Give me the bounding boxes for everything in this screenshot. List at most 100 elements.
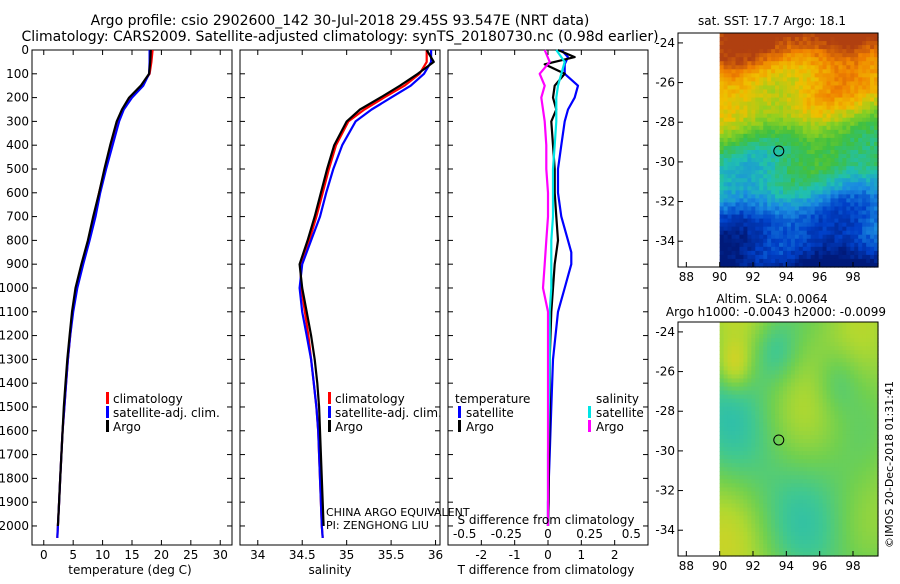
map-cell xyxy=(870,246,875,252)
map-cell xyxy=(846,346,851,351)
map-cell xyxy=(727,121,733,127)
map-cell xyxy=(779,346,784,351)
map-cell xyxy=(767,186,772,191)
map-cell xyxy=(794,190,800,195)
legend-swatch-satellite xyxy=(106,406,109,418)
map-cell xyxy=(763,37,768,42)
map-cell xyxy=(790,483,796,489)
map-cell xyxy=(806,85,812,91)
map-cell xyxy=(751,178,756,183)
map-cell xyxy=(755,230,760,236)
map-cell xyxy=(870,125,875,131)
map-cell xyxy=(822,242,828,248)
map-cell xyxy=(786,170,792,175)
map-cell xyxy=(858,89,863,95)
map-cell xyxy=(771,342,776,347)
map-cell xyxy=(854,202,859,208)
map-cell xyxy=(874,330,879,335)
map-cell xyxy=(751,262,756,268)
map-cell xyxy=(751,105,756,111)
map-cell xyxy=(814,390,820,396)
map-cell xyxy=(794,374,800,380)
map-cell xyxy=(794,101,800,107)
map-cell xyxy=(850,358,855,363)
map-cell xyxy=(866,535,871,541)
map-cell xyxy=(802,358,808,363)
map-cell xyxy=(798,495,804,501)
map-cell xyxy=(814,93,820,99)
map-cell xyxy=(806,519,812,525)
map-cell xyxy=(767,487,772,493)
map-cell xyxy=(814,105,820,111)
map-cell xyxy=(739,57,745,62)
map-cell xyxy=(818,491,824,497)
map-cell xyxy=(842,178,847,183)
map-cell xyxy=(763,414,768,420)
map-cell xyxy=(763,254,768,260)
map-x-tick-label: 98 xyxy=(845,270,860,284)
map-cell xyxy=(826,121,832,127)
map-cell xyxy=(818,499,824,505)
map-cell xyxy=(783,206,788,212)
map-cell xyxy=(735,254,741,260)
figure-title-line2: Climatology: CARS2009. Satellite-adjuste… xyxy=(21,29,658,45)
map-cell xyxy=(806,77,812,83)
map-cell xyxy=(723,447,729,452)
map-cell xyxy=(870,137,875,143)
t-difference-xlabel: T difference from climatology xyxy=(457,563,635,577)
map-cell xyxy=(806,523,812,529)
map-cell xyxy=(735,322,741,327)
map-cell xyxy=(870,390,875,396)
map-cell xyxy=(747,330,752,335)
map-cell xyxy=(755,258,760,264)
map-cell xyxy=(854,426,859,432)
map-cell xyxy=(771,186,776,191)
map-cell xyxy=(874,370,879,376)
map-cell xyxy=(830,121,836,127)
map-cell xyxy=(838,523,843,529)
map-cell xyxy=(790,451,796,456)
map-cell xyxy=(735,73,741,78)
map-cell xyxy=(794,49,800,54)
map-cell xyxy=(727,97,733,103)
map-cell xyxy=(846,182,851,187)
map-cell xyxy=(858,434,863,440)
map-cell xyxy=(842,330,847,335)
map-cell xyxy=(755,519,760,525)
map-cell xyxy=(751,523,756,529)
map-cell xyxy=(763,551,768,557)
map-cell xyxy=(743,330,748,335)
series-line-argo xyxy=(56,49,152,527)
map-cell xyxy=(771,535,776,541)
map-cell xyxy=(826,222,832,228)
map-cell xyxy=(806,370,812,376)
map-cell xyxy=(842,238,847,244)
map-cell xyxy=(731,242,737,248)
map-cell xyxy=(850,117,855,123)
map-cell xyxy=(755,346,760,351)
map-cell xyxy=(735,214,741,220)
map-cell xyxy=(874,487,879,493)
map-cell xyxy=(743,97,748,103)
map-cell xyxy=(822,41,828,46)
map-cell xyxy=(810,49,816,54)
map-cell xyxy=(783,262,788,268)
map-cell xyxy=(834,262,840,268)
map-cell xyxy=(783,174,788,179)
map-cell xyxy=(850,443,855,448)
map-cell xyxy=(767,101,772,107)
map-cell xyxy=(727,354,733,359)
map-cell xyxy=(739,178,745,183)
map-cell xyxy=(759,350,764,355)
map-cell xyxy=(739,354,745,359)
map-cell xyxy=(759,414,764,420)
map-cell xyxy=(759,137,764,143)
map-cell xyxy=(779,206,784,212)
map-cell xyxy=(743,382,748,388)
map-cell xyxy=(763,246,768,252)
map-cell xyxy=(723,97,729,103)
map-cell xyxy=(763,374,768,380)
map-cell xyxy=(798,178,804,183)
map-cell xyxy=(866,109,871,115)
map-cell xyxy=(850,362,855,367)
